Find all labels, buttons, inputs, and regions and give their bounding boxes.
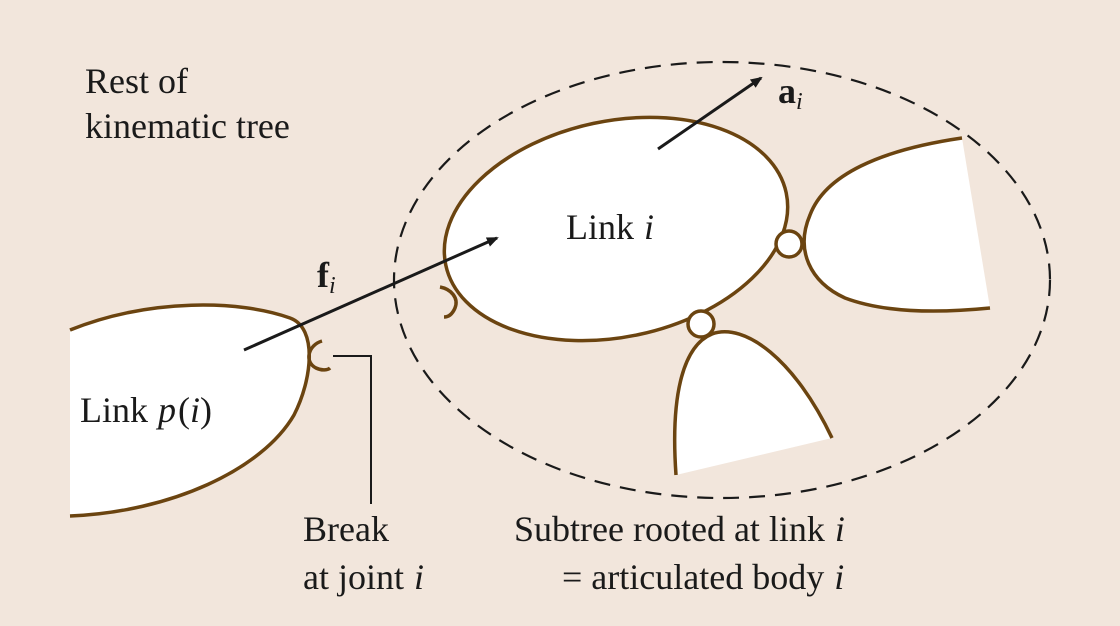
articulated-body-boundary (392, 60, 1052, 500)
subtree-label-line2: = articulated body i (562, 557, 844, 597)
link-p-word: Link (80, 390, 148, 430)
link-p-arg: i (190, 390, 200, 430)
child-link-bottom-outline (672, 330, 834, 476)
force-symbol: f (317, 255, 330, 295)
link-p-i-label: Link p(i) (80, 390, 212, 430)
acceleration-arrow (657, 76, 763, 151)
break-joint-half-child (439, 285, 458, 319)
force-arrow (243, 236, 499, 352)
joint-right (774, 229, 804, 259)
link-i-shape (442, 115, 790, 343)
subtree-line1-text: Subtree rooted at link (514, 509, 825, 549)
acceleration-label: ai (778, 71, 803, 115)
force-subscript: i (329, 273, 336, 299)
break-label-line2: at joint i (303, 557, 424, 597)
link-p-var: p (155, 390, 176, 430)
rest-of-tree-label-line1: Rest of (85, 61, 188, 101)
link-i-word: Link (566, 207, 634, 247)
link-p-close-paren: ) (200, 390, 212, 430)
subtree-line2-text: = articulated body (562, 557, 824, 597)
child-link-right (804, 138, 990, 312)
break-joint-half-parent (307, 339, 332, 372)
link-p-i-shape (70, 305, 310, 516)
acceleration-symbol: a (778, 71, 796, 111)
child-link-bottom (674, 331, 832, 475)
break-label-line1: Break (303, 509, 389, 549)
acceleration-subscript: i (796, 89, 803, 115)
break-line2-text: at joint (303, 557, 404, 597)
joint-bottom (686, 309, 716, 339)
subtree-line1-var: i (835, 509, 845, 549)
subtree-label-line1: Subtree rooted at link i (514, 509, 845, 549)
break-line2-var: i (414, 557, 424, 597)
break-leader-line (333, 355, 372, 504)
link-i-var: i (644, 207, 654, 247)
link-p-open-paren: ( (178, 390, 190, 430)
subtree-line2-var: i (834, 557, 844, 597)
child-link-right-outline (802, 136, 991, 313)
force-label: fi (317, 255, 336, 299)
rest-of-tree-label-line2: kinematic tree (85, 106, 290, 146)
link-i-label: Link i (566, 207, 654, 247)
